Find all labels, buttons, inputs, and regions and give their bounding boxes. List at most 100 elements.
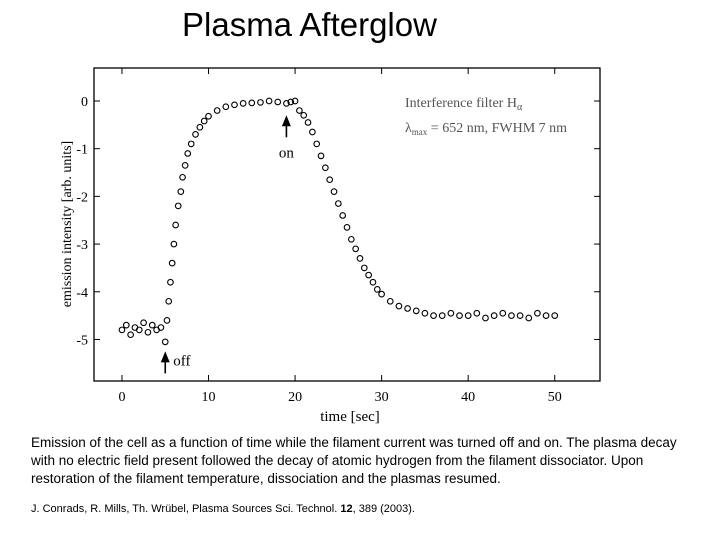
tick-group: 0 10 20 30 40 50 0 -1 -2 -3 -4 -5 bbox=[76, 68, 600, 405]
data-point bbox=[404, 305, 411, 312]
data-point bbox=[122, 321, 130, 329]
data-point bbox=[369, 278, 377, 286]
data-point bbox=[168, 259, 176, 267]
data-point bbox=[473, 309, 481, 317]
citation-volume: 12 bbox=[340, 503, 353, 515]
data-point bbox=[356, 255, 364, 262]
data-point bbox=[205, 112, 212, 120]
data-point bbox=[447, 309, 455, 317]
legend-filter-line: Interference filter Hα bbox=[405, 96, 523, 113]
y-axis-label: emission intensity [arb. units] bbox=[60, 141, 75, 307]
data-point bbox=[192, 131, 199, 138]
data-point bbox=[167, 278, 174, 286]
data-point bbox=[291, 97, 299, 105]
data-point bbox=[482, 314, 489, 322]
data-point bbox=[213, 107, 221, 114]
data-point bbox=[534, 309, 541, 317]
data-point bbox=[248, 99, 256, 107]
data-point bbox=[542, 312, 550, 319]
data-point bbox=[181, 162, 189, 169]
data-point bbox=[165, 297, 173, 305]
y-tick-label: -3 bbox=[76, 238, 88, 253]
legend-filter-text: Interference filter H bbox=[405, 96, 517, 111]
data-point bbox=[499, 309, 507, 317]
data-point bbox=[456, 312, 463, 319]
data-point bbox=[551, 312, 559, 319]
x-tick-label: 40 bbox=[461, 390, 475, 405]
annotation-label: off bbox=[173, 353, 190, 369]
emission-chart: 0 10 20 30 40 50 0 -1 -2 -3 -4 -5 emission intensit… bbox=[60, 67, 601, 425]
data-point bbox=[525, 314, 533, 322]
data-point bbox=[179, 173, 186, 181]
data-point bbox=[309, 128, 316, 136]
data-point bbox=[257, 99, 264, 106]
data-point bbox=[330, 188, 338, 195]
arrow-up-icon bbox=[160, 351, 170, 363]
data-point bbox=[313, 140, 321, 148]
data-point bbox=[421, 309, 429, 317]
data-point bbox=[343, 224, 351, 231]
data-point bbox=[157, 324, 165, 331]
citation: J. Conrads, R. Mills, Th. Wrübel, Plasma… bbox=[31, 503, 415, 515]
data-point bbox=[163, 317, 171, 324]
data-point bbox=[127, 331, 134, 339]
legend-lambda: λ bbox=[405, 121, 412, 136]
data-point bbox=[386, 297, 394, 305]
data-point bbox=[161, 338, 169, 346]
data-point bbox=[365, 271, 372, 279]
data-point bbox=[339, 212, 347, 219]
data-point bbox=[317, 152, 325, 160]
x-tick-label: 0 bbox=[118, 390, 125, 405]
data-point bbox=[373, 286, 381, 293]
x-axis-label: time [sec] bbox=[320, 409, 380, 425]
data-point bbox=[347, 235, 355, 243]
data-point bbox=[322, 164, 329, 172]
data-point bbox=[170, 240, 178, 248]
annotation-off: off bbox=[160, 351, 190, 374]
data-point bbox=[430, 312, 437, 319]
data-point bbox=[148, 321, 156, 329]
data-point bbox=[378, 290, 385, 298]
data-point bbox=[438, 312, 446, 319]
x-tick-label: 30 bbox=[375, 390, 389, 405]
y-tick-label: 0 bbox=[81, 95, 88, 110]
data-point bbox=[490, 312, 498, 319]
figure-caption: Emission of the cell as a function of ti… bbox=[31, 435, 677, 486]
slide-title: Plasma Afterglow bbox=[182, 6, 437, 43]
data-point bbox=[300, 111, 308, 119]
data-point bbox=[352, 245, 360, 253]
data-point bbox=[304, 119, 312, 126]
y-tick-label: -1 bbox=[76, 143, 88, 158]
data-point bbox=[184, 150, 192, 157]
data-point bbox=[464, 312, 472, 319]
data-point bbox=[265, 97, 273, 105]
citation-pages: , 389 (2003). bbox=[352, 503, 415, 515]
data-point bbox=[326, 176, 334, 184]
data-point bbox=[508, 312, 515, 319]
arrow-up-icon bbox=[281, 115, 291, 127]
data-point bbox=[239, 100, 247, 107]
data-point bbox=[287, 98, 295, 106]
data-point bbox=[144, 328, 152, 336]
y-tick-label: -4 bbox=[76, 286, 88, 301]
data-point bbox=[296, 107, 303, 114]
data-point bbox=[412, 307, 420, 315]
data-point bbox=[140, 319, 147, 327]
data-point bbox=[231, 101, 238, 109]
x-tick-label: 20 bbox=[288, 390, 302, 405]
data-points-group bbox=[118, 97, 559, 346]
annotation-label: on bbox=[279, 145, 295, 161]
citation-authors: J. Conrads, R. Mills, Th. Wrübel, Plasma… bbox=[31, 503, 341, 515]
plot-frame bbox=[93, 67, 601, 382]
x-tick-label: 50 bbox=[548, 390, 562, 405]
data-point bbox=[222, 103, 230, 111]
legend-lambda-subscript: max bbox=[412, 127, 428, 137]
data-point bbox=[177, 188, 185, 195]
legend-wavelength-line: λmax = 652 nm, FWHM 7 nm bbox=[405, 121, 567, 137]
y-tick-label: -5 bbox=[76, 333, 88, 348]
y-tick-label: -2 bbox=[76, 190, 88, 205]
data-point bbox=[135, 326, 143, 334]
data-point bbox=[187, 140, 195, 148]
data-point bbox=[334, 200, 342, 207]
data-point bbox=[200, 117, 208, 125]
